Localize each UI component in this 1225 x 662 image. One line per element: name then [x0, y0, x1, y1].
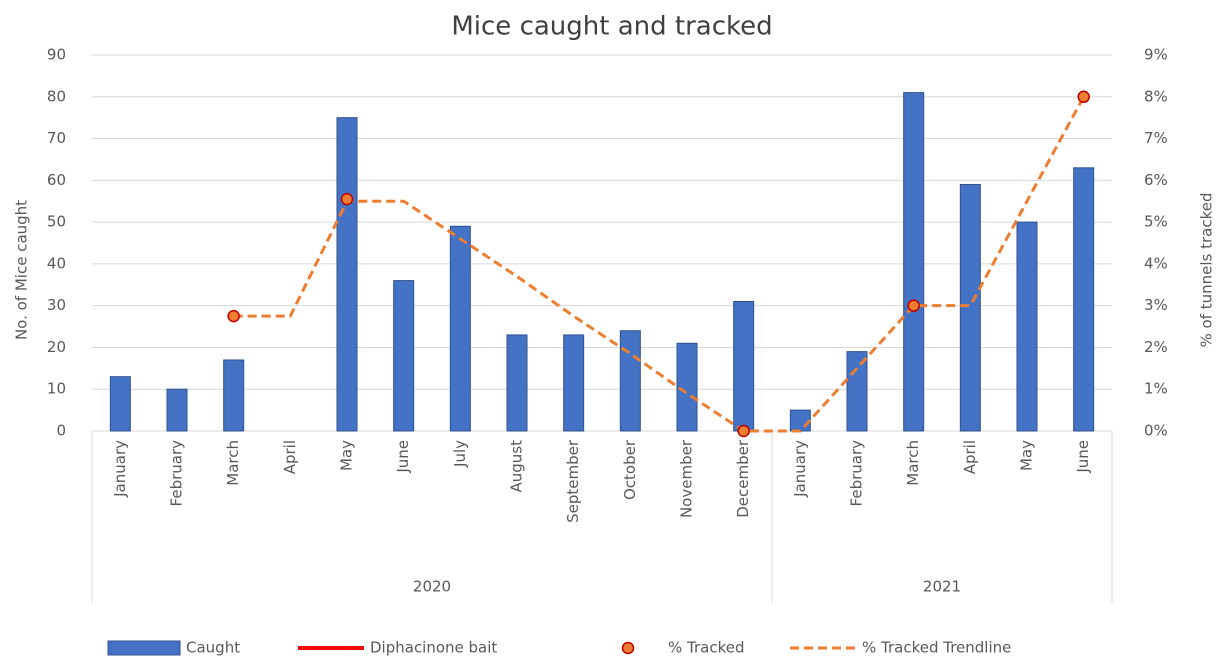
y-tick-label: 40	[47, 254, 66, 272]
x-tick-label: March	[904, 440, 922, 486]
x-tick-label: November	[678, 439, 696, 518]
y2-tick-label: 0%	[1144, 422, 1168, 440]
bar	[223, 359, 245, 432]
chart-title: Mice caught and tracked	[451, 12, 772, 42]
group-label: 2021	[923, 578, 961, 596]
bar	[733, 300, 755, 432]
x-tick-label: June	[1074, 440, 1092, 474]
y-tick-label: 60	[47, 171, 66, 189]
x-tick-label: October	[621, 439, 639, 500]
point	[907, 299, 920, 312]
bar	[903, 92, 925, 432]
point	[737, 424, 750, 438]
y2-tick-label: 6%	[1144, 171, 1168, 189]
point	[340, 192, 354, 206]
x-tick-label: May	[338, 440, 356, 471]
x-tick-label: February	[848, 440, 866, 507]
x-tick-label: January	[111, 440, 129, 498]
bar	[619, 330, 641, 432]
y-tick-label: 50	[47, 213, 66, 231]
y2-tick-label: 3%	[1144, 296, 1168, 314]
legend-swatch	[107, 640, 181, 656]
y2-tick-label: 1%	[1144, 380, 1168, 398]
x-tick-label: December	[734, 439, 752, 518]
bar	[166, 388, 188, 432]
x-tick-label: July	[451, 440, 469, 468]
y2-tick-label: 7%	[1144, 129, 1168, 147]
bar	[393, 280, 415, 432]
bar	[506, 334, 528, 432]
bar	[1073, 167, 1095, 432]
y-axis-title: No. of Mice caught	[13, 200, 31, 340]
x-tick-label: June	[394, 440, 412, 474]
y-tick-label: 80	[47, 87, 66, 105]
legend-label: % Tracked Trendline	[862, 639, 1011, 657]
bar	[109, 376, 131, 432]
bar	[789, 409, 811, 432]
point	[1077, 90, 1090, 104]
y-tick-label: 70	[47, 129, 66, 147]
y2-tick-label: 9%	[1144, 46, 1168, 64]
x-tick-label: May	[1018, 440, 1036, 471]
legend-label: Caught	[186, 639, 240, 657]
y2-axis-title: % of tunnels tracked	[1198, 192, 1216, 347]
y-tick-label: 0	[56, 422, 66, 440]
bar	[959, 184, 981, 432]
y2-tick-label: 8%	[1144, 87, 1168, 105]
y-tick-label: 90	[47, 46, 66, 64]
bar	[846, 351, 868, 432]
x-tick-label: April	[961, 440, 979, 474]
x-tick-label: August	[508, 440, 526, 493]
bar	[676, 342, 698, 432]
point	[227, 309, 240, 323]
legend-label: % Tracked	[668, 639, 745, 657]
bar	[449, 225, 471, 432]
x-tick-label: September	[564, 439, 582, 523]
x-tick-label: March	[224, 440, 242, 486]
legend-label: Diphacinone bait	[370, 639, 497, 657]
bar	[336, 117, 358, 432]
bar	[1016, 221, 1038, 432]
y-tick-label: 30	[47, 296, 66, 314]
bar	[563, 334, 585, 432]
legend-swatch	[621, 641, 635, 655]
y2-tick-label: 4%	[1144, 254, 1168, 272]
trend-line	[233, 96, 1085, 433]
x-tick-label: February	[168, 440, 186, 507]
y-tick-label: 20	[47, 338, 66, 356]
x-tick-label: April	[281, 440, 299, 474]
y-tick-label: 10	[47, 380, 66, 398]
y2-tick-label: 5%	[1144, 213, 1168, 231]
group-label: 2020	[413, 578, 451, 596]
x-tick-label: January	[791, 440, 809, 498]
y2-tick-label: 2%	[1144, 338, 1168, 356]
